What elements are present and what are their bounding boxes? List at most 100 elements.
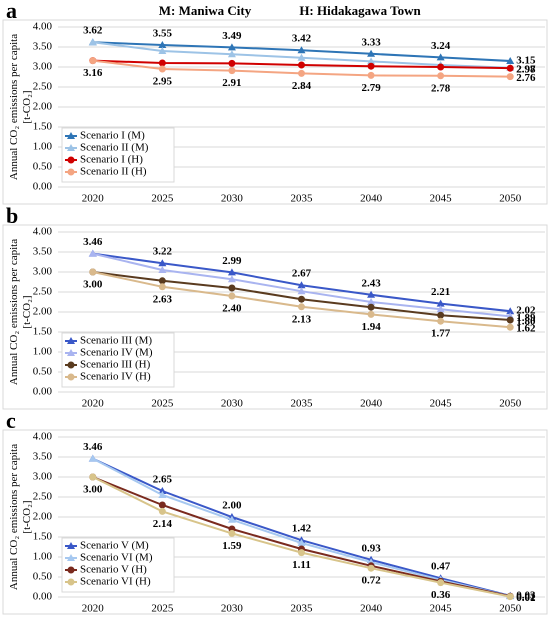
legend-label: Scenario VI (H) — [80, 576, 151, 588]
panel-frame — [2, 429, 548, 615]
x-tick-label: 2020 — [82, 398, 105, 410]
x-tick-label: 2030 — [221, 603, 244, 615]
data-point — [228, 529, 236, 537]
y-tick-label: 0.00 — [33, 591, 53, 603]
data-point — [158, 266, 167, 273]
data-point — [298, 61, 305, 69]
data-label: 1.89 — [516, 312, 536, 324]
y-tick-label: 1.00 — [33, 551, 53, 563]
data-label: 0.02 — [516, 592, 536, 604]
y-tick-label: 4.00 — [33, 226, 53, 238]
data-point — [227, 268, 236, 276]
legend-label: Scenario III (M) — [80, 335, 152, 347]
data-label: 3.46 — [83, 236, 103, 248]
data-label: 3.24 — [431, 40, 451, 52]
data-label: 0.72 — [361, 575, 381, 587]
x-tick-label: 2050 — [499, 398, 522, 410]
data-label: 3.33 — [361, 36, 381, 48]
x-tick-label: 2045 — [430, 193, 453, 205]
data-point — [506, 323, 514, 331]
x-tick-label: 2050 — [499, 193, 522, 205]
data-point — [227, 50, 236, 58]
y-tick-label: 3.00 — [33, 471, 53, 483]
data-label: 2.97 — [516, 64, 536, 76]
x-tick-label: 2045 — [430, 603, 453, 615]
data-point — [158, 487, 167, 494]
data-label: 1.77 — [431, 328, 451, 340]
y-axis-label-line: [t-CO₂] — [21, 295, 33, 328]
y-tick-label: 2.00 — [33, 306, 53, 318]
y-tick-label: 0.50 — [33, 366, 53, 378]
data-point — [88, 249, 97, 257]
data-point — [367, 298, 376, 305]
y-tick-label: 0.50 — [33, 571, 53, 583]
x-tick-label: 2050 — [499, 603, 522, 615]
y-axis-label: Annual CO₂ emissions per capita[t-CO₂] — [8, 34, 33, 180]
data-label: 2.79 — [361, 82, 381, 94]
data-label: 1.94 — [361, 321, 381, 333]
legend-marker — [67, 554, 75, 561]
data-point — [158, 283, 166, 291]
y-tick-label: 2.50 — [33, 286, 53, 298]
data-label: 2.21 — [431, 286, 450, 298]
data-label: 2.84 — [292, 80, 312, 92]
y-tick-label: 1.50 — [33, 326, 53, 338]
y-tick-label: 3.00 — [33, 61, 53, 73]
data-point — [506, 57, 515, 64]
data-point — [367, 71, 375, 79]
legend-marker — [67, 144, 75, 151]
y-tick-label: 4.00 — [33, 21, 53, 33]
data-label: 2.63 — [153, 293, 173, 305]
data-label: 3.42 — [292, 33, 312, 45]
data-label: 2.95 — [153, 76, 173, 88]
data-label: 1.62 — [516, 323, 536, 335]
y-tick-label: 2.50 — [33, 491, 53, 503]
data-label: 3.00 — [83, 279, 103, 291]
x-tick-label: 2040 — [360, 398, 383, 410]
x-tick-label: 2020 — [82, 603, 105, 615]
y-tick-label: 1.50 — [33, 531, 53, 543]
data-point — [158, 277, 166, 285]
y-tick-label: 2.50 — [33, 81, 53, 93]
data-label: 3.00 — [83, 484, 103, 496]
data-point — [506, 64, 514, 72]
header-left: M: Maniwa City — [159, 3, 252, 18]
data-point — [228, 284, 236, 292]
legend-marker — [67, 132, 75, 139]
data-point — [158, 259, 167, 267]
legend-label: Scenario I (M) — [80, 130, 145, 142]
x-tick-label: 2035 — [291, 398, 314, 410]
y-axis-label-line: Annual CO₂ emissions per capita — [8, 239, 20, 385]
data-point — [437, 579, 445, 587]
data-point — [158, 501, 166, 509]
x-tick-label: 2025 — [151, 603, 174, 615]
header-right: H: Hidakagawa Town — [299, 3, 421, 18]
data-point — [88, 454, 97, 462]
data-label: 2.78 — [431, 82, 451, 94]
data-label: 2.99 — [222, 255, 242, 267]
legend-label: Scenario V (M) — [80, 540, 149, 552]
data-point — [506, 316, 514, 324]
data-point — [367, 564, 375, 572]
y-axis-label-line: [t-CO₂] — [21, 90, 33, 123]
data-label: 1.59 — [222, 540, 242, 552]
data-point — [367, 310, 375, 318]
data-point — [436, 305, 445, 313]
data-label: 0.01 — [516, 592, 535, 604]
legend-label: Scenario V (H) — [80, 564, 147, 576]
data-point — [298, 69, 305, 77]
legend-marker — [67, 361, 75, 369]
data-point — [158, 491, 167, 498]
y-tick-label: 0.00 — [33, 181, 53, 193]
data-label: 0.93 — [361, 542, 381, 554]
data-point — [158, 59, 166, 67]
data-point — [298, 549, 305, 557]
legend-box — [61, 127, 175, 183]
data-point — [297, 287, 306, 295]
data-point — [158, 41, 167, 48]
y-axis-label-line: [t-CO₂] — [21, 500, 33, 533]
legend-label: Scenario VI (M) — [80, 552, 153, 564]
panel-frame — [2, 19, 548, 205]
legend-box — [61, 332, 175, 388]
y-tick-label: 3.50 — [33, 451, 53, 463]
